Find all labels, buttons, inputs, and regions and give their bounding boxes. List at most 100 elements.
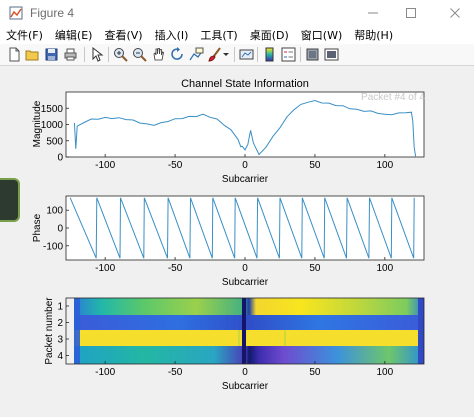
heatmap-cell (178, 330, 180, 346)
heatmap-cell (364, 330, 366, 346)
heatmap-cell (406, 330, 408, 346)
heatmap-cell (332, 330, 334, 346)
heatmap-cell (82, 330, 84, 346)
heatmap-cell (302, 330, 304, 346)
menu-help[interactable]: 帮助(H) (354, 29, 394, 42)
window-title: Figure 4 (30, 6, 75, 20)
magnitude-ylabel: Magnitude (32, 100, 43, 147)
insert-colorbar-icon[interactable] (261, 46, 278, 63)
menu-edit[interactable]: 编辑(E) (54, 29, 93, 42)
heatmap-cell (288, 330, 290, 346)
minimize-icon[interactable] (356, 0, 390, 26)
heatmap-cell (150, 330, 152, 346)
heatmap-cell (262, 330, 264, 346)
heatmap-cell (270, 330, 272, 346)
link-plot-icon[interactable] (238, 46, 255, 63)
menu-view[interactable]: 查看(V) (104, 29, 143, 42)
heatmap-cell (372, 330, 374, 346)
heatmap-cell (286, 330, 288, 346)
heatmap-cell (210, 330, 212, 346)
heatmap-cell (382, 330, 384, 346)
insert-legend-icon[interactable] (280, 46, 297, 63)
heatmap-cell (326, 330, 328, 346)
data-cursor-icon[interactable] (188, 46, 205, 63)
heatmap-cell (182, 330, 184, 346)
pan-icon[interactable] (150, 46, 167, 63)
y-tick-label: 500 (46, 136, 63, 147)
heatmap-cell (152, 330, 154, 346)
open-icon[interactable] (24, 46, 41, 63)
toolbar-separator (257, 47, 258, 62)
toolbar-separator (108, 47, 109, 62)
y-tick-label: 1 (57, 302, 63, 313)
save-icon[interactable] (43, 46, 60, 63)
heatmap-cell (248, 330, 250, 346)
pointer-icon[interactable] (88, 46, 105, 63)
heatmap-cell (344, 330, 346, 346)
heatmap-cell (194, 330, 196, 346)
heatmap-cell (298, 330, 300, 346)
heatmap-cell (404, 330, 406, 346)
zoom-out-icon[interactable] (131, 46, 148, 63)
heatmap-cell (250, 330, 252, 346)
x-tick-label: 0 (242, 263, 248, 274)
heatmap-cell (220, 330, 222, 346)
heatmap-cell (176, 330, 178, 346)
heatmap-cell (378, 330, 380, 346)
heatmap-cell (336, 330, 338, 346)
x-tick-label: 50 (309, 263, 321, 274)
menu-window[interactable]: 窗口(W) (300, 29, 343, 42)
heatmap-cell (390, 330, 392, 346)
heatmap-cell (274, 330, 276, 346)
heatmap-cell (186, 330, 188, 346)
heatmap-cell (238, 330, 240, 346)
menu-insert[interactable]: 插入(I) (154, 29, 189, 42)
heatmap-cell (148, 330, 150, 346)
print-icon[interactable] (62, 46, 79, 63)
heatmap-cell (396, 330, 398, 346)
hide-plot-tools-icon[interactable] (304, 46, 321, 63)
figure-canvas: Channel State Information Packet #4 of 4… (0, 66, 474, 417)
brush-icon[interactable] (206, 46, 223, 63)
heatmap-image[interactable] (74, 298, 424, 364)
heatmap-cell (348, 330, 350, 346)
heatmap-cell (116, 330, 118, 346)
heatmap-cell (106, 330, 108, 346)
dropdown-arrow-icon[interactable] (221, 46, 231, 63)
heatmap-cell (236, 330, 238, 346)
heatmap-cell (292, 330, 294, 346)
heatmap-xlabel: Subcarrier (222, 381, 269, 392)
toolbar-separator (234, 47, 235, 62)
heatmap-cell (268, 330, 270, 346)
x-tick-label: -50 (168, 263, 183, 274)
y-tick-label: 1000 (41, 120, 64, 131)
menu-desktop[interactable]: 桌面(D) (249, 29, 289, 42)
heatmap-cell (222, 330, 224, 346)
magnitude-axes-box[interactable] (65, 91, 425, 158)
close-icon[interactable] (438, 0, 472, 26)
heatmap-cell (156, 330, 158, 346)
heatmap-cell (358, 330, 360, 346)
phase-axes-box[interactable] (65, 195, 425, 261)
menu-file[interactable]: 文件(F) (6, 29, 43, 42)
heatmap-cell (260, 330, 262, 346)
new-figure-icon[interactable] (6, 46, 23, 63)
toolbar-separator (300, 47, 301, 62)
heatmap-cell (256, 330, 258, 346)
heatmap-cell (374, 330, 376, 346)
heatmap-cell (386, 330, 388, 346)
heatmap-cell (172, 330, 174, 346)
heatmap-cell (330, 330, 332, 346)
rotate-icon[interactable] (169, 46, 186, 63)
desktop-side-widget[interactable] (0, 178, 20, 222)
heatmap-cell (230, 330, 232, 346)
show-plot-tools-icon[interactable] (323, 46, 340, 63)
heatmap-cell (118, 330, 120, 346)
maximize-icon[interactable] (394, 0, 428, 26)
x-tick-label: 100 (377, 160, 394, 171)
zoom-in-icon[interactable] (112, 46, 129, 63)
menu-tools[interactable]: 工具(T) (200, 29, 238, 42)
heatmap-cell (198, 330, 200, 346)
heatmap-cell (138, 330, 140, 346)
x-tick-label: -50 (168, 367, 183, 378)
